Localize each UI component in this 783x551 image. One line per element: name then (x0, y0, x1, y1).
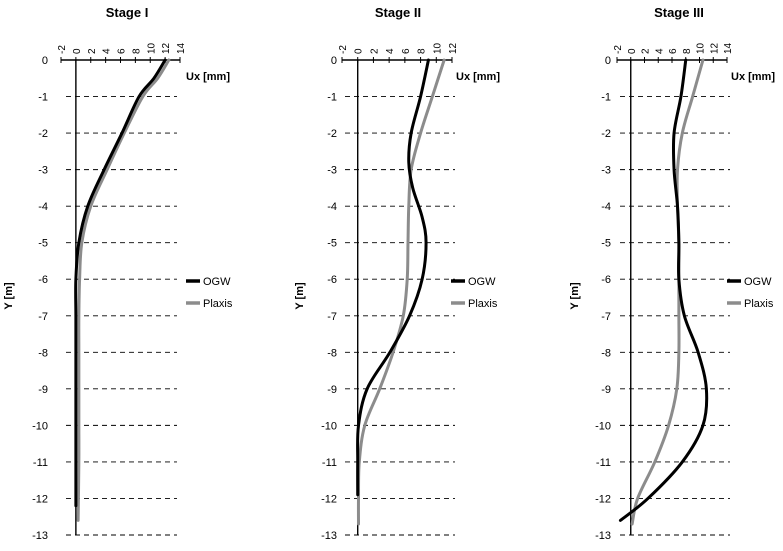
x-tick-label: 10 (432, 42, 443, 54)
x-tick-label: 0 (627, 48, 638, 54)
y-tick-label: -10 (32, 420, 48, 432)
y-tick-label: -1 (38, 92, 48, 104)
y-tick-label: -3 (38, 165, 48, 177)
x-tick-label: 2 (641, 48, 652, 54)
y-tick-label: -5 (601, 238, 611, 250)
x-tick-label: 12 (709, 42, 720, 54)
chart-title: Stage I (106, 5, 149, 20)
y-tick-label: -6 (38, 274, 48, 286)
y-tick-label: -7 (601, 311, 611, 323)
y-tick-label: -11 (33, 457, 48, 469)
x-tick-label: -2 (613, 45, 624, 54)
legend-label-plaxis: Plaxis (468, 298, 498, 310)
y-tick-label: -1 (601, 92, 611, 104)
y-tick-label: -13 (595, 530, 611, 542)
x-tick-label: 2 (87, 48, 98, 54)
y-tick-label: -9 (601, 384, 611, 396)
y-tick-label: -5 (327, 238, 337, 250)
series-line-plaxis (356, 58, 446, 526)
x-tick-label: 2 (369, 48, 380, 54)
y-tick-label: 0 (605, 55, 611, 67)
legend-label-ogw: OGW (468, 276, 496, 288)
chart-panel-3: Stage III 0 -1 -2 -3 -4 -5 -6 -7 -8 -9 -10 -11 -12 -13… (569, 5, 775, 542)
chart-title: Stage III (654, 5, 704, 20)
y-tick-label: -5 (38, 238, 48, 250)
x-axis-title: Ux [mm] (456, 71, 500, 83)
x-tick-label: 8 (417, 48, 428, 54)
y-tick-label: -7 (327, 311, 337, 323)
series-line-ogw (356, 58, 430, 497)
x-tick-label: 4 (654, 48, 665, 54)
x-tick-label: 0 (354, 48, 365, 54)
series-line-ogw (74, 58, 167, 508)
y-tick-label: -4 (601, 201, 611, 213)
x-tick-label: 14 (176, 42, 187, 54)
y-tick-label: -8 (327, 347, 337, 359)
y-tick-label: -2 (601, 128, 611, 140)
y-tick-label: -9 (38, 384, 48, 396)
x-tick-label: 4 (385, 48, 396, 54)
y-tick-label: 0 (42, 55, 48, 67)
x-tick-label: 10 (696, 42, 707, 54)
x-tick-label: 6 (117, 48, 128, 54)
y-tick-label: -8 (601, 347, 611, 359)
y-tick-label: -4 (327, 201, 337, 213)
y-axis-title: Y [m] (3, 282, 15, 310)
x-tick-label: 10 (146, 42, 157, 54)
y-tick-label: -13 (321, 530, 337, 542)
y-tick-label: -11 (322, 457, 337, 469)
y-tick-label: -7 (38, 311, 48, 323)
legend-label-ogw: OGW (203, 276, 231, 288)
x-tick-label: 8 (682, 48, 693, 54)
y-tick-label: -3 (601, 165, 611, 177)
x-tick-label: -2 (338, 45, 349, 54)
legend-label-ogw: OGW (744, 276, 772, 288)
x-tick-label: 14 (723, 42, 734, 54)
x-tick-label: 4 (102, 48, 113, 54)
legend-label-plaxis: Plaxis (744, 298, 774, 310)
x-tick-label: -2 (57, 45, 68, 54)
x-tick-label: 8 (131, 48, 142, 54)
x-axis-title: Ux [mm] (186, 71, 230, 83)
y-tick-label: -2 (327, 128, 337, 140)
y-axis-title: Y [m] (294, 282, 306, 310)
y-tick-label: -10 (321, 420, 337, 432)
chart-panel-1: Stage I 0 -1 -2 -3 -4 -5 -6 -7 -8 -9 -10 -11 -12 -13 -2… (3, 5, 233, 542)
chart-panel-2: Stage II 0 -1 -2 -3 -4 -5 -6 -7 -8 -9 -10 -11 -12 -13 -… (294, 5, 500, 542)
x-tick-label: 0 (72, 48, 83, 54)
series-line-ogw (618, 58, 709, 522)
y-tick-label: -12 (32, 493, 48, 505)
y-tick-label: -3 (327, 165, 337, 177)
x-tick-label: 12 (448, 42, 459, 54)
series-line-plaxis (76, 58, 171, 522)
legend-label-plaxis: Plaxis (203, 298, 233, 310)
y-tick-label: -6 (327, 274, 337, 286)
y-tick-label: -2 (38, 128, 48, 140)
y-tick-label: -11 (596, 457, 611, 469)
x-axis-title: Ux [mm] (731, 71, 775, 83)
x-tick-label: 12 (161, 42, 172, 54)
y-tick-label: -12 (595, 493, 611, 505)
series-line-plaxis (630, 58, 705, 526)
y-tick-label: -12 (321, 493, 337, 505)
y-tick-label: -1 (327, 92, 337, 104)
x-tick-label: 6 (668, 48, 679, 54)
y-tick-label: -6 (601, 274, 611, 286)
y-tick-label: -9 (327, 384, 337, 396)
y-tick-label: -8 (38, 347, 48, 359)
y-axis-title: Y [m] (569, 282, 581, 310)
chart-title: Stage II (375, 5, 421, 20)
x-tick-label: 6 (401, 48, 412, 54)
y-tick-label: 0 (331, 55, 337, 67)
y-tick-label: -10 (595, 420, 611, 432)
y-tick-label: -13 (32, 530, 48, 542)
y-tick-label: -4 (38, 201, 48, 213)
